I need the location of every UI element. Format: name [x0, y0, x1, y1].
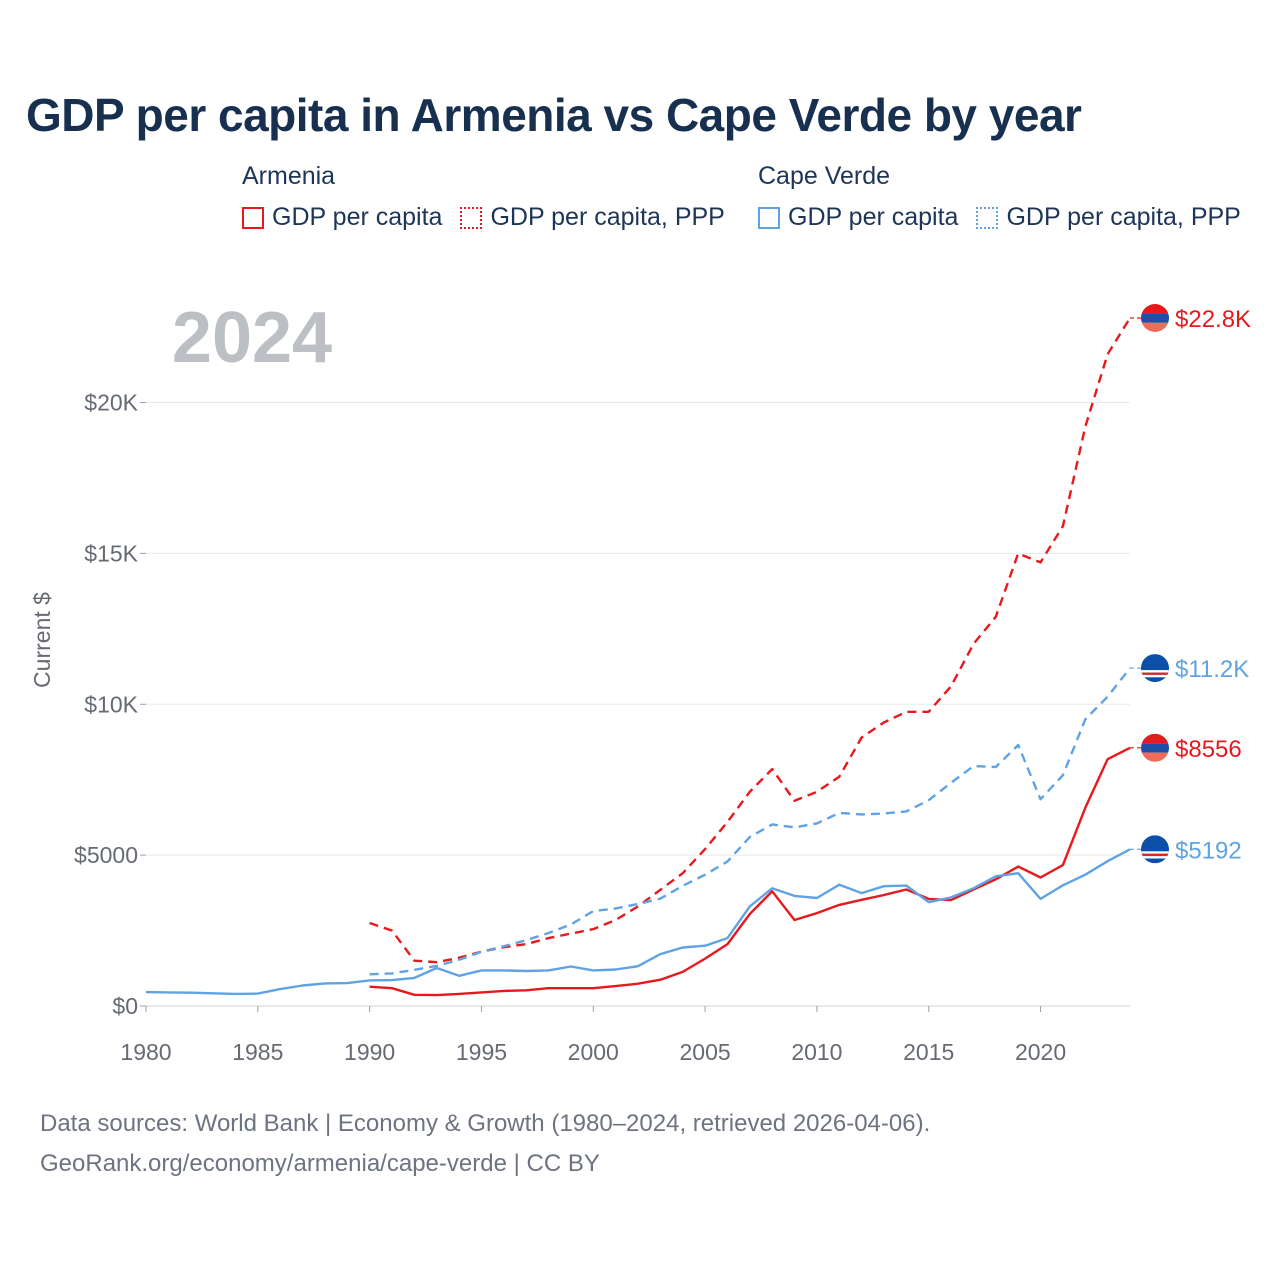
series-line-cape-verde-gdp-per-capita[interactable] — [145, 848, 1131, 996]
y-tick-label: $15K — [84, 540, 138, 566]
y-tick-label: $20K — [84, 390, 138, 416]
series-end-label: $11.2K — [1175, 656, 1249, 683]
legend-country-label: Armenia — [242, 162, 336, 190]
y-tick-label: $0 — [112, 993, 138, 1019]
footer: Data sources: World Bank | Economy & Gro… — [40, 1104, 930, 1184]
series-end-label: $5192 — [1175, 837, 1242, 864]
x-tick-label: 1980 — [120, 1039, 171, 1065]
x-tick-label: 2000 — [568, 1039, 619, 1065]
x-tick-label: 1985 — [232, 1039, 283, 1065]
legend-item-cape-verde-gdp-ppp[interactable]: GDP per capita, PPP — [976, 203, 1241, 232]
y-tick-label: $5000 — [74, 842, 138, 868]
chart-title: GDP per capita in Armenia vs Cape Verde … — [26, 89, 1082, 141]
footer-sources: Data sources: World Bank | Economy & Gro… — [40, 1110, 931, 1137]
armenia-flag-icon — [1141, 733, 1169, 762]
year-label: 2024 — [172, 298, 332, 378]
legend-swatch-solid — [242, 206, 264, 229]
x-tick-label: 2010 — [791, 1039, 842, 1065]
footer-attribution[interactable]: GeoRank.org/economy/armenia/cape-verde |… — [40, 1150, 600, 1177]
series-end-markers: $22.8K $11.2K $8556 $5192 — [1130, 304, 1251, 864]
legend-item-label: GDP per capita — [272, 203, 443, 231]
legend-swatch-dotted — [460, 206, 483, 229]
x-tick-label: 1990 — [344, 1039, 395, 1065]
legend-item-armenia-gdp-ppp[interactable]: GDP per capita, PPP — [460, 203, 725, 232]
x-tick-label: 2005 — [680, 1039, 731, 1065]
y-axis: $0 $5000 $10K $15K $20K — [74, 390, 146, 1019]
x-tick-label: 1995 — [456, 1039, 507, 1065]
series-line-armenia-gdp-per-capita[interactable] — [369, 746, 1131, 997]
legend-country-label: Cape Verde — [758, 162, 891, 190]
series-end-label: $22.8K — [1175, 306, 1251, 333]
cape-verde-flag-icon — [1141, 835, 1169, 864]
legend-item-cape-verde-gdp[interactable]: GDP per capita — [758, 203, 958, 232]
x-tick-label: 2015 — [903, 1039, 954, 1065]
armenia-flag-icon — [1141, 304, 1169, 332]
x-axis: 1980 1985 1990 1995 2000 2005 2010 2015 2020 — [120, 1006, 1066, 1065]
cape-verde-flag-icon — [1141, 654, 1169, 683]
legend-item-label: GDP per capita, PPP — [1006, 203, 1241, 231]
legend-swatch-dotted — [976, 206, 999, 229]
legend-group-armenia: Armenia GDP per capita GDP per capita, P… — [242, 162, 725, 232]
legend-group-cape-verde: Cape Verde GDP per capita GDP per capita… — [758, 162, 1241, 232]
series-end-label: $8556 — [1175, 736, 1242, 763]
legend-item-armenia-gdp[interactable]: GDP per capita — [242, 203, 442, 232]
legend-item-label: GDP per capita — [788, 203, 959, 231]
y-tick-label: $10K — [84, 691, 138, 717]
x-tick-label: 2020 — [1015, 1039, 1066, 1065]
series-lines — [145, 317, 1132, 997]
legend-swatch-solid — [758, 206, 780, 229]
y-axis-title: Current $ — [29, 592, 55, 688]
series-line-cape-verde-gdp-per-capita-ppp[interactable] — [369, 667, 1131, 976]
gridlines — [146, 402, 1130, 1007]
legend-item-label: GDP per capita, PPP — [490, 203, 725, 231]
series-line-armenia-gdp-per-capita-ppp[interactable] — [369, 317, 1132, 964]
